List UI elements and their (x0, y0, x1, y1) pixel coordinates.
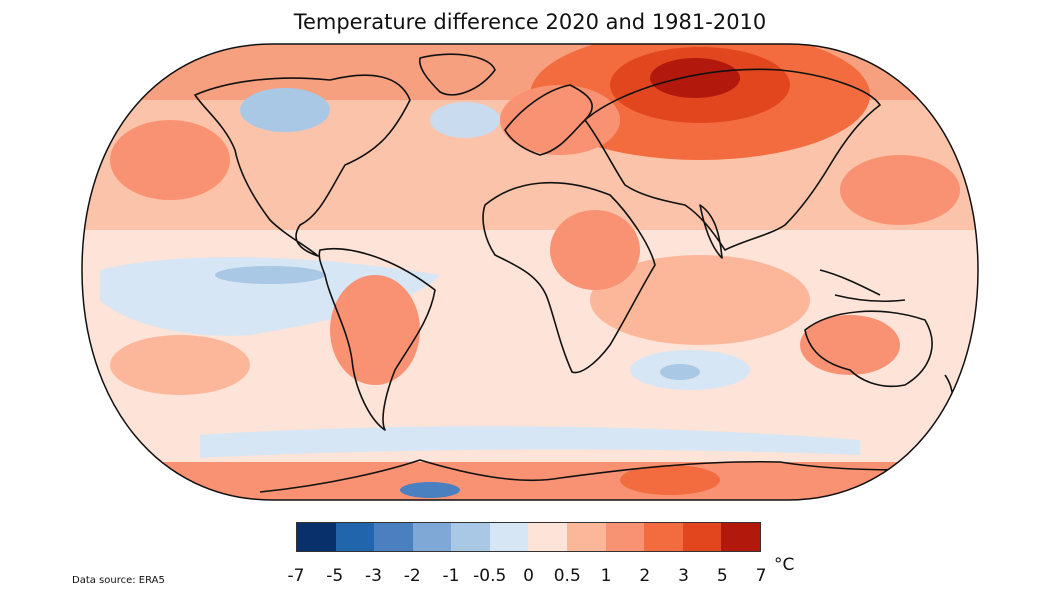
legend-swatch (374, 523, 413, 551)
legend-swatch (335, 523, 375, 551)
legend-ticks: -7 -5 -3 -2 -1 -0.5 0 0.5 1 2 3 5 7 (0, 566, 1060, 590)
map-frame (81, 43, 979, 501)
legend-tick: -0.5 (473, 566, 507, 586)
legend-swatch (412, 523, 452, 551)
legend-tick: 2 (639, 566, 651, 586)
legend-tick: 7 (755, 566, 767, 586)
legend-swatch (644, 523, 683, 551)
legend-tick: 0.5 (553, 566, 581, 586)
legend-swatch (528, 523, 568, 551)
legend-tick: -1 (442, 566, 460, 586)
legend-tick: 5 (716, 566, 728, 586)
legend-swatch (605, 523, 645, 551)
color-legend (296, 522, 761, 552)
legend-swatch (721, 523, 760, 551)
legend-swatch (489, 523, 529, 551)
data-source: Data source: ERA5 (72, 575, 165, 586)
legend-tick: 3 (678, 566, 689, 586)
legend-tick: 0 (523, 566, 534, 586)
legend-swatch (297, 523, 336, 551)
legend-tick: -3 (365, 566, 382, 586)
legend-tick: -5 (326, 566, 344, 586)
legend-tick: -2 (403, 566, 421, 586)
map-title: Temperature difference 2020 and 1981-201… (293, 10, 767, 34)
legend-tick: -7 (287, 566, 305, 586)
legend-tick: 1 (600, 566, 612, 586)
legend-unit: °C (774, 555, 795, 575)
legend-swatch (451, 523, 490, 551)
legend-swatch (682, 523, 722, 551)
legend-swatch (567, 523, 606, 551)
